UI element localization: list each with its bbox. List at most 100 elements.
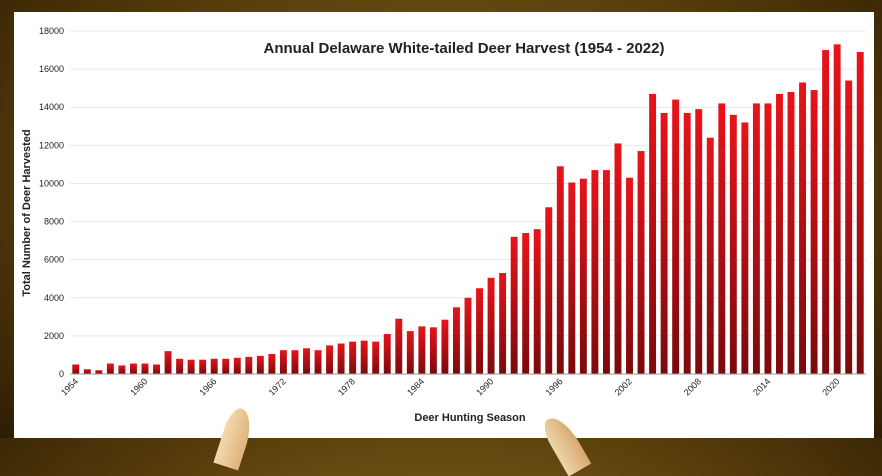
x-tick-label: 1990	[474, 376, 495, 397]
bar-2016	[787, 91, 795, 374]
bar-2007	[683, 112, 691, 374]
bar-1976	[326, 345, 334, 374]
x-tick-label: 1960	[128, 376, 149, 397]
bar-1995	[545, 207, 553, 374]
bar-1989	[476, 288, 483, 374]
bar-1954	[72, 364, 80, 374]
bar-2018	[810, 90, 818, 375]
bars	[72, 44, 864, 375]
x-tick-label: 1978	[336, 376, 357, 397]
y-tick-labels: 0 2000 4000 6000 8000 10000 12000 14000 16000 180…	[39, 26, 64, 379]
bar-1984	[418, 326, 426, 374]
bar-1986	[441, 319, 449, 374]
bar-2008	[695, 109, 703, 374]
y-tick-label: 4000	[44, 293, 64, 303]
bar-1971	[268, 353, 276, 374]
bar-1990	[487, 277, 495, 374]
bar-1998	[579, 178, 587, 374]
bar-1987	[453, 307, 460, 374]
x-tick-label: 2020	[820, 376, 841, 397]
x-tick-label: 1972	[267, 376, 288, 397]
bar-2019	[822, 50, 830, 375]
bar-1997	[568, 182, 576, 374]
bar-1956	[95, 370, 103, 374]
bar-chart: 0 2000 4000 6000 8000 10000 12000 14000 16000 180…	[21, 26, 866, 424]
bar-2022	[856, 51, 864, 374]
bar-1999	[591, 170, 599, 374]
x-tick-label: 2002	[613, 376, 634, 397]
bar-2013	[752, 103, 760, 375]
y-tick-label: 14000	[39, 102, 64, 112]
bar-2002	[626, 177, 633, 374]
bar-2021	[845, 80, 853, 375]
bar-1955	[83, 369, 91, 374]
bar-1978	[349, 341, 357, 374]
bar-2010	[718, 103, 726, 375]
y-tick-label: 18000	[39, 26, 64, 36]
bar-2001	[614, 143, 622, 374]
gridlines	[70, 30, 866, 337]
bar-2020	[833, 44, 841, 374]
x-tick-label: 1996	[543, 376, 564, 397]
chart-title: Annual Delaware White-tailed Deer Harves…	[264, 40, 665, 57]
x-tick-label: 2008	[682, 376, 703, 397]
bar-1982	[395, 318, 403, 374]
bar-2017	[799, 82, 807, 374]
y-tick-label: 0	[59, 369, 64, 379]
x-tick-label: 1984	[405, 376, 426, 397]
bar-1993	[522, 232, 530, 374]
bar-1966	[210, 358, 218, 374]
bar-1996	[556, 166, 564, 374]
bar-1958	[118, 365, 126, 374]
bar-1980	[372, 341, 380, 374]
bar-1959	[129, 363, 137, 374]
bar-1972	[279, 350, 287, 374]
bar-1994	[533, 229, 541, 374]
bar-1981	[383, 333, 391, 374]
x-tick-label: 2014	[751, 376, 772, 397]
bar-1957	[106, 363, 114, 374]
y-tick-label: 8000	[44, 217, 64, 227]
y-axis-label: Total Number of Deer Harvested	[21, 129, 33, 296]
bar-2014	[764, 103, 772, 375]
bar-2005	[660, 112, 668, 374]
bar-1962	[164, 351, 172, 374]
x-tick-labels: 1954 1960 1966 1972 1978 1984 1990 1996 2002 2008…	[59, 376, 842, 397]
y-tick-label: 2000	[44, 331, 64, 341]
bar-1970	[256, 355, 264, 374]
y-tick-label: 12000	[39, 140, 64, 150]
bar-1979	[360, 340, 368, 374]
chart-panel: 0 2000 4000 6000 8000 10000 12000 14000 16000 180…	[14, 12, 874, 438]
bar-2011	[729, 114, 737, 374]
bar-1969	[245, 356, 253, 374]
bar-1985	[429, 327, 437, 374]
bar-1968	[233, 357, 241, 374]
bar-1977	[337, 343, 345, 374]
bar-1965	[199, 359, 207, 374]
bar-1983	[406, 331, 414, 374]
x-tick-label: 1954	[59, 376, 80, 397]
bar-1960	[141, 363, 149, 374]
bar-2003	[637, 151, 645, 374]
bar-2000	[602, 170, 610, 374]
y-tick-label: 10000	[39, 178, 64, 188]
bar-1975	[314, 350, 322, 374]
bar-2015	[776, 93, 783, 374]
bar-1963	[176, 358, 184, 374]
bar-2012	[741, 122, 749, 374]
bar-1961	[153, 364, 160, 374]
bar-1974	[303, 348, 310, 374]
bar-1967	[222, 358, 230, 374]
bar-2009	[706, 137, 714, 374]
y-tick-label: 6000	[44, 255, 64, 265]
x-axis-label: Deer Hunting Season	[414, 412, 526, 424]
x-tick-label: 1966	[197, 376, 218, 397]
bar-1991	[499, 273, 507, 374]
bar-1988	[464, 297, 472, 374]
bar-1964	[187, 359, 195, 374]
bar-1973	[291, 350, 299, 374]
y-tick-label: 16000	[39, 64, 64, 74]
bar-2006	[672, 99, 680, 374]
bar-2004	[649, 93, 657, 374]
bar-1992	[510, 236, 518, 374]
